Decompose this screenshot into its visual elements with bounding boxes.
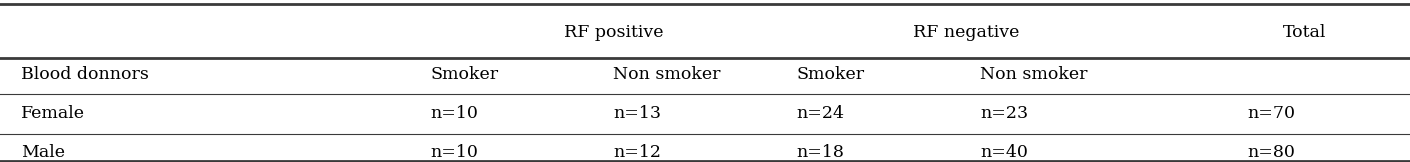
Text: n=10: n=10	[430, 144, 478, 161]
Text: Smoker: Smoker	[430, 66, 498, 83]
Text: n=80: n=80	[1248, 144, 1296, 161]
Text: Non smoker: Non smoker	[613, 66, 721, 83]
Text: n=24: n=24	[797, 105, 845, 122]
Text: Male: Male	[21, 144, 65, 161]
Text: n=40: n=40	[980, 144, 1028, 161]
Text: RF positive: RF positive	[564, 24, 663, 41]
Text: n=23: n=23	[980, 105, 1028, 122]
Text: Non smoker: Non smoker	[980, 66, 1087, 83]
Text: Total: Total	[1283, 24, 1325, 41]
Text: Smoker: Smoker	[797, 66, 864, 83]
Text: Female: Female	[21, 105, 85, 122]
Text: n=12: n=12	[613, 144, 661, 161]
Text: Blood donnors: Blood donnors	[21, 66, 149, 83]
Text: n=18: n=18	[797, 144, 845, 161]
Text: n=10: n=10	[430, 105, 478, 122]
Text: RF negative: RF negative	[912, 24, 1019, 41]
Text: n=70: n=70	[1248, 105, 1296, 122]
Text: n=13: n=13	[613, 105, 661, 122]
